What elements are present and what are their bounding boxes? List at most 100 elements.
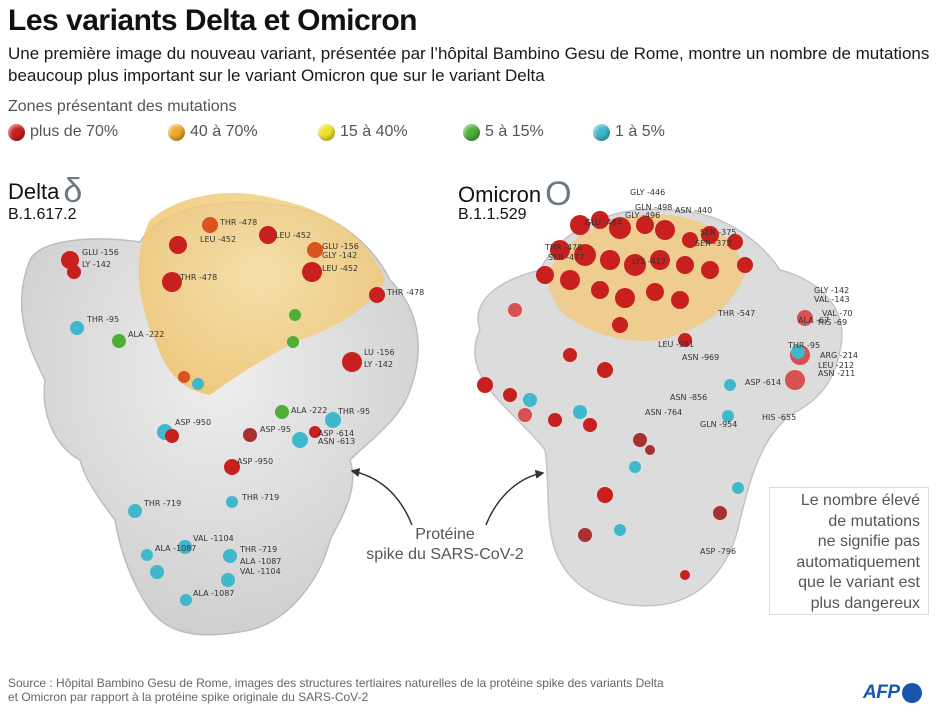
residue-label: GLY -142 <box>814 286 849 295</box>
residue-label: ASN -211 <box>818 369 855 378</box>
residue-label: THR -478 <box>179 273 217 282</box>
protein-caption: Protéine spike du SARS-CoV-2 <box>355 525 535 565</box>
legend-item-40-70: 40 à 70% <box>168 123 288 141</box>
legend-item-15-40: 15 à 40% <box>318 123 463 141</box>
residue-label: ALA -1087 <box>240 557 281 566</box>
note-line: Le nombre élevé <box>800 492 920 509</box>
caption-line: spike du SARS-CoV-2 <box>366 546 524 563</box>
legend-label: 1 à 5% <box>615 123 665 140</box>
source-line: et Omicron par rapport à la protéine spi… <box>8 690 369 704</box>
note-line: que le variant est <box>798 574 920 591</box>
red-dot-icon <box>8 123 25 141</box>
note-box: Le nombre élevé de mutations ne signifie… <box>769 487 929 615</box>
residue-label: LEU -452 <box>200 235 236 244</box>
residue-label: ASN -440 <box>675 206 712 215</box>
residue-label: ALA -1087 <box>193 589 234 598</box>
residue-label: ASP -614 <box>745 378 781 387</box>
legend-item-1-5: 1 à 5% <box>593 123 665 141</box>
residue-label: GLY -142 <box>322 251 357 260</box>
afp-globe-icon <box>901 683 922 703</box>
residue-label: SER -375 <box>700 228 736 237</box>
cyan-dot-icon <box>593 123 610 141</box>
residue-label: THR -95 <box>86 315 119 324</box>
page-subtitle: Une première image du nouveau variant, p… <box>8 44 930 85</box>
residue-label: VAL -1104 <box>193 534 234 543</box>
residue-label: ASP -950 <box>175 418 211 427</box>
legend-title: Zones présentant des mutations <box>8 98 237 115</box>
residue-label: ASP -614 <box>318 429 354 438</box>
residue-label: ASN -764 <box>645 408 682 417</box>
residue-label: THR -95 <box>337 407 370 416</box>
orange-dot-icon <box>168 123 185 141</box>
residue-label: THR -547 <box>717 309 755 318</box>
residue-label: THR -95 <box>787 341 820 350</box>
residue-label: ASN -856 <box>670 393 707 402</box>
legend-label: 15 à 40% <box>340 123 408 140</box>
note-line: ne signifie pas <box>817 533 920 550</box>
omicron-cyan-markers <box>523 345 805 536</box>
residue-label: HIS -69 <box>818 318 847 327</box>
afp-logo: AFP <box>863 682 922 704</box>
residue-label: GLY -496 <box>625 211 660 220</box>
omicron-mutation-markers <box>477 211 813 580</box>
delta-heading: Delta δ <box>8 172 82 211</box>
note-line: de mutations <box>828 512 920 530</box>
delta-name: Delta <box>8 179 60 204</box>
residue-label: GLY -446 <box>630 188 665 197</box>
note-line: plus dangereux <box>810 594 920 612</box>
source-line: Source : Hôpital Bambino Gesu de Rome, i… <box>8 676 664 690</box>
page-title: Les variants Delta et Omicron <box>8 4 418 37</box>
delta-rbd-region <box>138 192 385 395</box>
residue-label: VAL -1104 <box>240 567 281 576</box>
omicron-name: Omicron <box>458 182 542 207</box>
residue-label: VAL -143 <box>814 295 850 304</box>
omicron-symbol-icon: O <box>545 175 572 213</box>
legend-label: 5 à 15% <box>485 123 544 140</box>
residue-label: SER -477 <box>548 253 584 262</box>
legend: plus de 70% 40 à 70% 15 à 40% 5 à 15% 1 … <box>8 123 665 141</box>
arrow-to-omicron-icon <box>485 469 545 526</box>
residue-label: THR -719 <box>241 493 279 502</box>
residue-label: ALA -67 <box>798 316 829 325</box>
caption-arrows <box>350 468 545 526</box>
yellow-dot-icon <box>318 123 335 141</box>
residue-label: ASN -613 <box>318 437 355 446</box>
residue-label: LY -142 <box>364 360 393 369</box>
delta-spike-protein: THR -478 LEU -452 LEU -452 GLU -156 GLY … <box>20 192 424 636</box>
omicron-heading: Omicron O <box>458 175 572 214</box>
residue-label: SER -373 <box>695 239 731 248</box>
afp-logo-text: AFP <box>863 682 900 703</box>
residue-label: ALA -1087 <box>155 544 196 553</box>
residue-label: THR -478 <box>219 218 257 227</box>
omicron-code: B.1.1.529 <box>458 206 527 223</box>
residue-label: GLU -156 <box>322 242 359 251</box>
omicron-rbd-region <box>548 214 745 341</box>
omicron-spike-protein: GLY -446 GLN -498 GLY -496 ASN -440 GLU … <box>474 188 858 607</box>
residue-label: ARG -214 <box>820 351 858 360</box>
legend-item-above-70: plus de 70% <box>8 123 168 141</box>
delta-mutation-markers <box>61 217 385 606</box>
residue-label: LYS -417 <box>632 257 666 266</box>
residue-label: ASP -95 <box>260 425 291 434</box>
arrow-to-delta-icon <box>350 468 413 526</box>
residue-label: THR -719 <box>239 545 277 554</box>
legend-item-5-15: 5 à 15% <box>463 123 593 141</box>
residue-label: ASP -796 <box>700 547 736 556</box>
residue-label: GLU -484 <box>585 218 622 227</box>
residue-label: THR -719 <box>143 499 181 508</box>
residue-label: HIS -655 <box>762 413 796 422</box>
residue-label: ALA -222 <box>291 406 327 415</box>
residue-label: LY -142 <box>82 260 111 269</box>
omicron-residue-labels: GLY -446 GLN -498 GLY -496 ASN -440 GLU … <box>544 188 858 556</box>
residue-label: VAL -70 <box>822 309 853 318</box>
caption-line: Protéine <box>415 526 475 543</box>
green-dot-icon <box>463 123 480 141</box>
source-note: Source : Hôpital Bambino Gesu de Rome, i… <box>8 676 788 704</box>
residue-label: GLN -498 <box>635 203 672 212</box>
residue-label: THR -478 <box>386 288 424 297</box>
note-line: automatiquement <box>796 553 920 571</box>
residue-label: LEU -452 <box>322 264 358 273</box>
residue-label: ASN -969 <box>682 353 719 362</box>
residue-label: GLU -156 <box>82 248 119 257</box>
residue-label: LEU -212 <box>818 361 854 370</box>
